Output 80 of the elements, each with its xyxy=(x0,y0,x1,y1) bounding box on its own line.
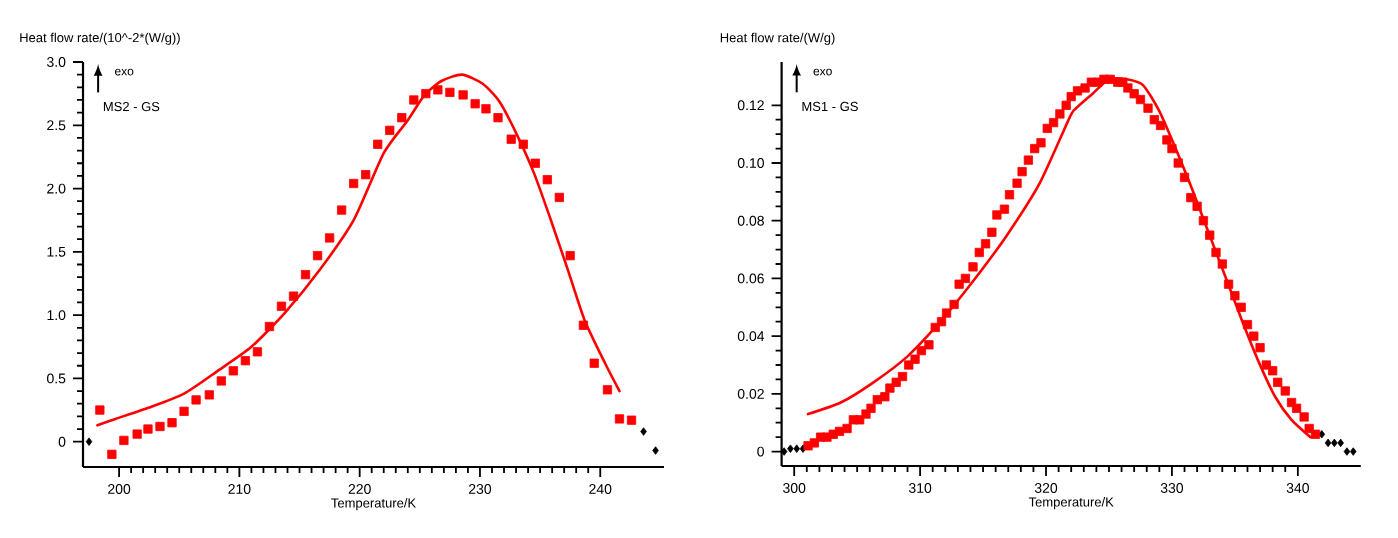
point xyxy=(458,90,468,100)
x-tick-label: 230 xyxy=(468,484,492,494)
y-tick-label: 1.5 xyxy=(47,246,66,257)
x-axis-title: Temperature/K xyxy=(331,498,416,511)
point xyxy=(119,435,129,446)
y-tick-label: 0.02 xyxy=(737,388,764,399)
point xyxy=(542,175,552,185)
x-tick-label: 310 xyxy=(908,483,932,493)
annotation: MS2 - GS xyxy=(103,101,160,112)
annotation: exo xyxy=(813,68,832,76)
point xyxy=(614,414,625,424)
x-tick-label: 210 xyxy=(228,484,251,494)
point xyxy=(288,291,299,301)
point xyxy=(421,89,431,99)
y-tick-label: 0.10 xyxy=(737,158,764,168)
y-tick-label: 1.0 xyxy=(47,310,66,321)
x-tick-label: 320 xyxy=(1034,483,1058,493)
x-tick-label: 300 xyxy=(783,483,806,493)
point xyxy=(565,251,575,261)
point xyxy=(276,301,287,311)
y-tick-label: 0.12 xyxy=(737,100,764,111)
y-axis-title: Heat flow rate/(W/g) xyxy=(720,32,835,45)
x-tick-label: 340 xyxy=(1286,483,1309,493)
point xyxy=(602,385,613,395)
y-axis-title: Heat flow rate/(10^-2*(W/g)) xyxy=(20,32,180,45)
x-tick-label: 220 xyxy=(348,484,371,494)
y-tick-label: 2.0 xyxy=(47,183,66,194)
x-tick-label: 200 xyxy=(108,484,131,494)
point xyxy=(349,178,359,189)
point xyxy=(228,366,238,376)
annotation: MS1 - GS xyxy=(802,101,858,112)
point xyxy=(252,347,263,357)
y-tick-label: 0 xyxy=(757,446,764,457)
point xyxy=(506,134,516,144)
point xyxy=(433,85,443,95)
point xyxy=(300,270,311,280)
point xyxy=(373,139,383,149)
y-tick-label: 0.08 xyxy=(737,215,764,226)
x-tick-label: 240 xyxy=(589,484,612,494)
point xyxy=(470,99,480,109)
x-tick-label: 330 xyxy=(1160,483,1184,493)
point xyxy=(626,415,637,425)
point xyxy=(481,104,491,114)
point xyxy=(143,424,153,434)
point xyxy=(179,406,189,416)
point xyxy=(385,125,395,135)
point xyxy=(167,418,177,428)
point xyxy=(554,192,564,203)
point xyxy=(578,320,588,330)
point xyxy=(589,358,599,368)
point xyxy=(107,449,117,459)
point xyxy=(397,113,407,123)
point xyxy=(652,446,659,455)
annotation: exo xyxy=(114,68,134,76)
point xyxy=(493,113,503,123)
point xyxy=(337,205,347,215)
point xyxy=(312,251,323,261)
point xyxy=(204,390,214,400)
y-tick-label: 3.0 xyxy=(47,57,66,67)
point xyxy=(640,427,647,436)
point xyxy=(361,170,371,180)
point xyxy=(95,405,105,415)
point xyxy=(191,395,201,405)
x-axis-title: Temperature/K xyxy=(1028,497,1114,510)
point xyxy=(409,95,419,105)
point xyxy=(155,421,165,432)
point xyxy=(132,429,142,439)
point xyxy=(216,376,226,386)
point xyxy=(85,437,93,446)
point xyxy=(264,321,275,332)
y-tick-label: 0 xyxy=(58,436,66,447)
point xyxy=(530,158,540,168)
y-tick-label: 0.06 xyxy=(737,273,764,284)
point xyxy=(325,233,335,243)
point xyxy=(445,87,455,97)
point xyxy=(518,139,528,149)
y-tick-label: 2.5 xyxy=(47,120,66,131)
y-tick-label: 0.04 xyxy=(737,331,765,342)
y-tick-label: 0.5 xyxy=(47,373,66,384)
point xyxy=(240,356,250,366)
